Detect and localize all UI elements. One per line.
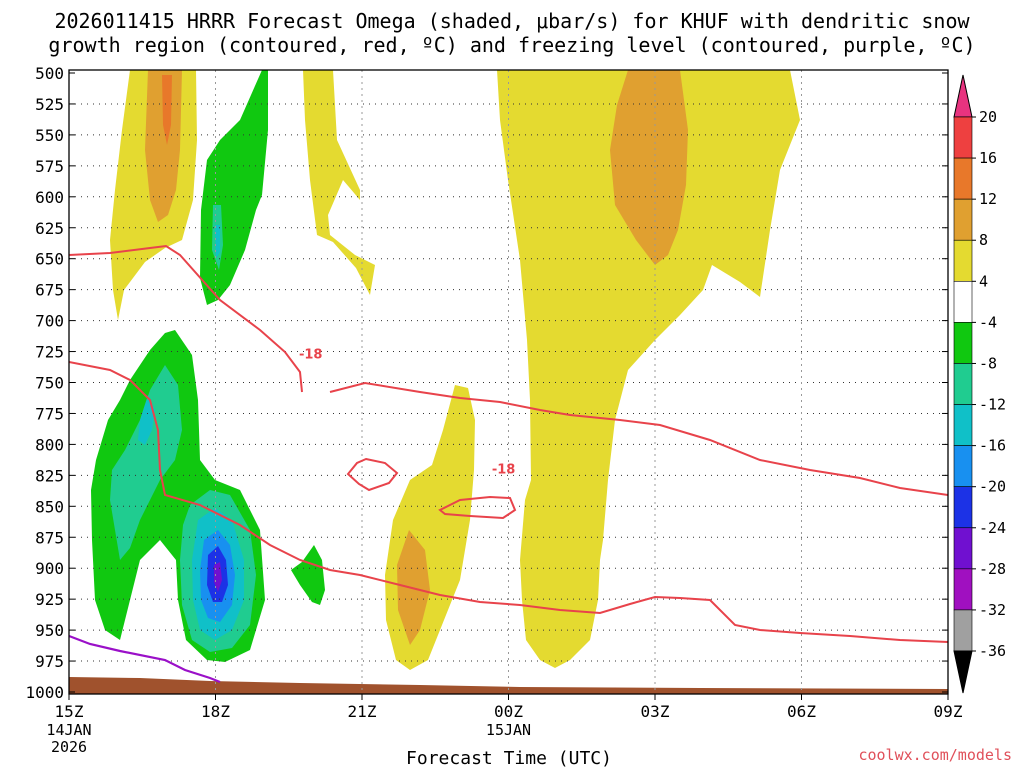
chart-title-line2: growth region (contoured, red, ºC) and f… [48, 33, 975, 57]
y-tick-label: 850 [35, 497, 64, 516]
y-tick-label: 825 [35, 466, 64, 485]
omega-region-green-20z [291, 545, 325, 605]
contour-label: -18 [299, 348, 323, 363]
colorbar-segment [953, 609, 973, 652]
colorbar-label: -4 [979, 313, 997, 331]
x-tick-label: 09Z [934, 702, 963, 721]
colorbar-label: 16 [979, 149, 997, 167]
x-tick-date: 14JAN [46, 721, 91, 739]
omega-region-cyan-18z-upper [215, 225, 220, 258]
x-axis-title: Forecast Time (UTC) [406, 748, 612, 768]
y-axis: 500 525 550 575 600 625 650 675 700 725 750 775 800 8… [25, 64, 948, 702]
colorbar-label: 8 [979, 231, 988, 249]
y-tick-label: 900 [35, 559, 64, 578]
dgz-contour-upper-right [329, 381, 948, 496]
colorbar: 20 16 12 8 4 -4 -8 -12 -16 -20 -24 -28 -32 -36 [953, 74, 1006, 694]
y-tick-label: 575 [35, 157, 64, 176]
colorbar-label: -28 [979, 560, 1006, 578]
omega-positive-regions [110, 70, 800, 670]
colorbar-segment [953, 568, 973, 611]
colorbar-segment [953, 239, 973, 282]
omega-region-orange-17z [145, 70, 182, 222]
colorbar-segment [953, 527, 973, 570]
colorbar-segment [953, 198, 973, 241]
y-tick-label: 925 [35, 590, 64, 609]
plot-area: -18 -18 [69, 70, 948, 694]
x-tick-label: 18Z [201, 702, 230, 721]
dgz-contours [69, 244, 948, 643]
colorbar-label: 12 [979, 190, 997, 208]
x-tick-label: 15Z [55, 702, 84, 721]
dgz-contour-closed-mid [438, 495, 517, 520]
colorbar-segment [953, 486, 973, 529]
colorbar-bottom-arrow [953, 650, 973, 694]
y-tick-label: 600 [35, 188, 64, 207]
omega-region-red-17z [162, 75, 172, 145]
colorbar-label: -16 [979, 437, 1006, 455]
chart-title-line1: 2026011415 HRRR Forecast Omega (shaded, … [54, 9, 970, 33]
colorbar-segment [953, 281, 973, 323]
y-tick-label: 625 [35, 219, 64, 238]
colorbar-segment [953, 116, 973, 159]
terrain [69, 677, 948, 694]
freezing-level-contour [69, 634, 221, 684]
omega-region-orange-02z [610, 70, 688, 265]
colorbar-segment [953, 445, 973, 487]
contour-labels: -18 -18 [299, 348, 516, 478]
x-tick-label: 03Z [641, 702, 670, 721]
omega-region-cyan-lower-left [138, 395, 155, 445]
y-tick-label: 550 [35, 126, 64, 145]
colorbar-segment [953, 157, 973, 200]
colorbar-segment [953, 363, 973, 405]
y-tick-label: 950 [35, 621, 64, 640]
colorbar-label: -36 [979, 642, 1006, 660]
y-tick-label: 725 [35, 343, 64, 362]
colorbar-segment [953, 322, 973, 364]
y-tick-label: 800 [35, 435, 64, 454]
omega-region-teal-lower-left [110, 365, 182, 560]
x-tick-label: 06Z [787, 702, 816, 721]
omega-region-yellow-overnight [497, 70, 800, 668]
colorbar-segment [953, 404, 973, 446]
colorbar-label: -24 [979, 519, 1006, 537]
y-tick-label: 775 [35, 404, 64, 423]
y-tick-label: 975 [35, 652, 64, 671]
dgz-contour-closed-small [346, 457, 399, 492]
colorbar-label: 4 [979, 272, 988, 290]
dgz-contour-lower [69, 361, 948, 643]
colorbar-label: -32 [979, 601, 1006, 619]
omega-negative-regions [91, 70, 325, 662]
x-tick-label: 21Z [348, 702, 377, 721]
x-tick-year: 2026 [51, 738, 87, 756]
x-tick-date: 15JAN [486, 721, 531, 739]
colorbar-label: 20 [979, 108, 997, 126]
y-tick-label: 1000 [25, 683, 64, 702]
dgz-contour-upper [69, 244, 303, 393]
y-tick-label: 525 [35, 95, 64, 114]
x-tick-label: 00Z [494, 702, 523, 721]
colorbar-top-arrow [953, 74, 973, 118]
grid [69, 70, 948, 694]
y-tick-label: 675 [35, 281, 64, 300]
y-tick-label: 875 [35, 528, 64, 547]
y-tick-label: 650 [35, 250, 64, 269]
y-tick-label: 700 [35, 312, 64, 331]
omega-region-yellow-20z [303, 70, 375, 295]
colorbar-label: -20 [979, 478, 1006, 496]
y-tick-label: 500 [35, 64, 64, 83]
colorbar-label: -8 [979, 354, 997, 372]
y-tick-label: 750 [35, 374, 64, 393]
contour-label: -18 [492, 463, 516, 478]
credit-text: coolwx.com/models [858, 746, 1012, 764]
colorbar-label: -12 [979, 396, 1006, 414]
